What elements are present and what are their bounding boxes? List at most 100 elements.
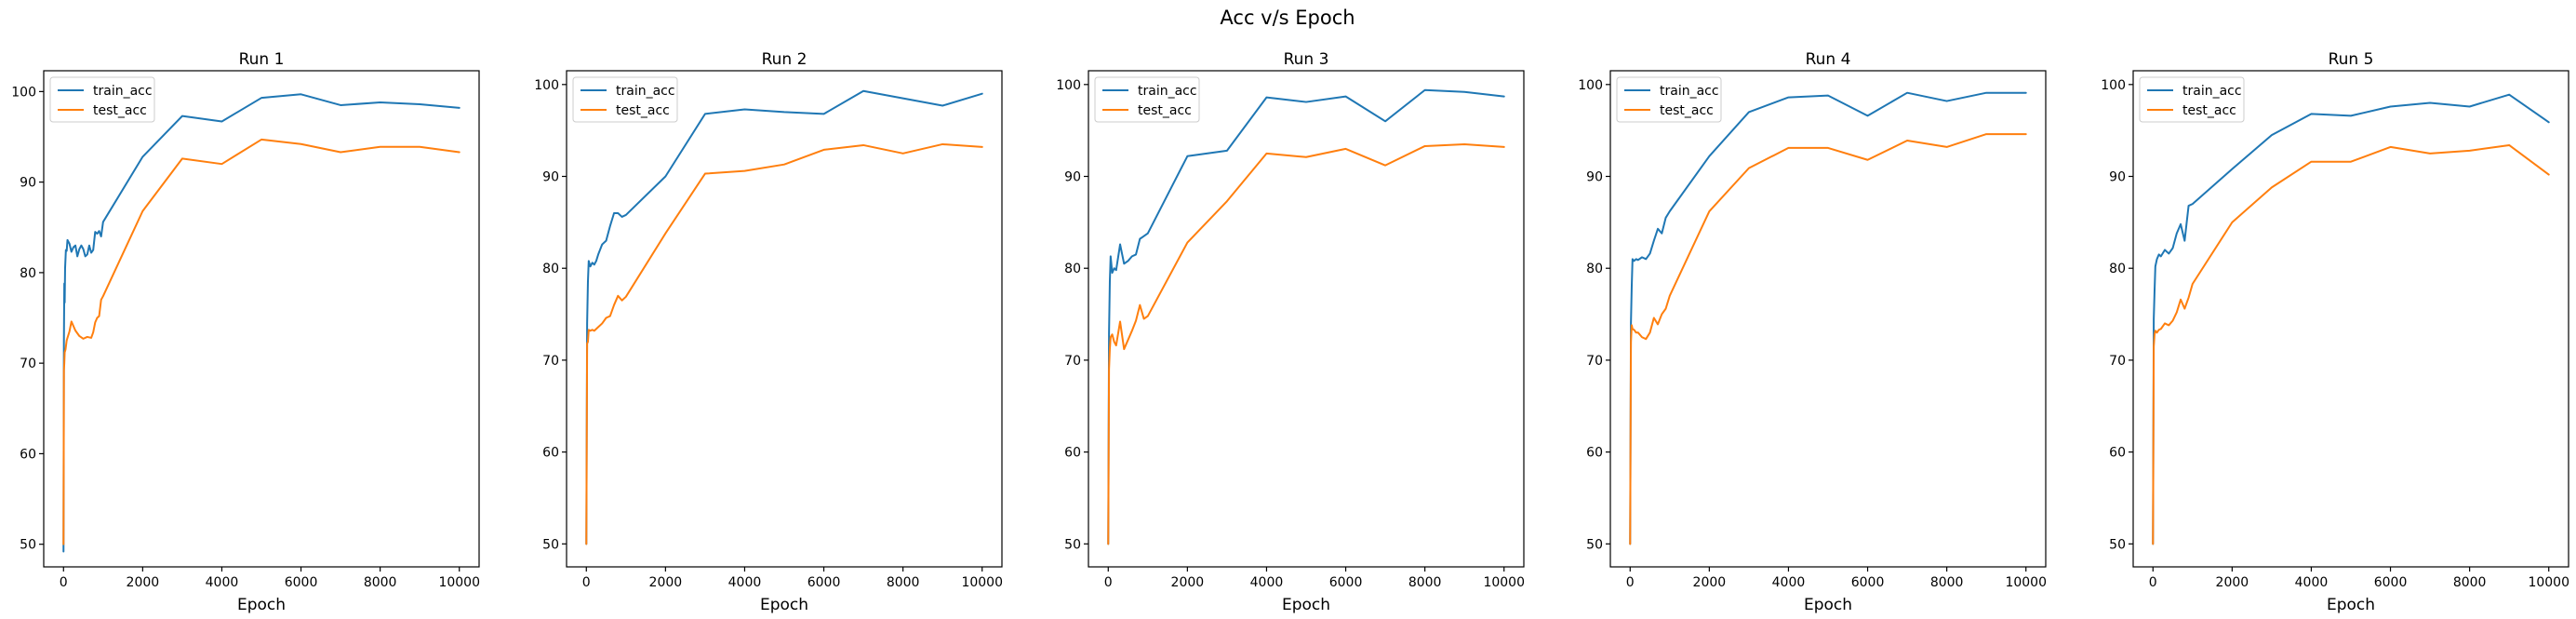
x-tick-label: 4000 [1772,575,1806,590]
x-tick-label: 10000 [1483,575,1525,590]
y-tick-label: 80 [1064,262,1081,276]
y-tick-label: 50 [1064,537,1081,552]
y-tick-label: 70 [1064,354,1081,369]
x-tick-label: 0 [582,575,591,590]
x-tick-label: 2000 [1171,575,1205,590]
y-tick-label: 60 [542,446,559,461]
subplot-title: Run 2 [762,50,808,69]
series-line-train_acc [62,93,460,553]
y-tick-label: 70 [542,354,559,369]
x-tick-label: 2000 [127,575,160,590]
x-tick-label: 6000 [2374,575,2408,590]
subplot-run-3: 0 2000 4000 6000 8000 10000 50 60 70 80 90 100 Run 3… [1056,50,1525,614]
y-tick-label: 80 [20,266,36,281]
legend-label-test_acc: test_acc [1138,103,1192,118]
legend-label-test_acc: test_acc [1660,103,1714,118]
series-line-train_acc [585,89,983,545]
y-tick-label: 50 [2109,537,2126,552]
x-tick-label: 0 [1104,575,1113,590]
series-line-test_acc [1107,142,1505,545]
x-tick-label: 8000 [887,575,920,590]
y-tick-label: 80 [542,262,559,276]
x-tick-label: 6000 [808,575,841,590]
legend-label-train_acc: train_acc [616,84,675,99]
y-tick-label: 80 [1586,262,1603,276]
legend-label-train_acc: train_acc [1138,84,1197,99]
y-tick-label: 100 [11,85,36,100]
axes-frame [1088,70,1525,568]
axes-frame [566,70,1003,568]
y-tick-label: 60 [20,447,36,462]
y-tick-label: 100 [534,78,559,93]
y-tick-label: 50 [1586,537,1603,552]
series-line-test_acc [2152,143,2550,545]
x-axis-label: Epoch [2327,596,2375,614]
subplot-title: Run 4 [1806,50,1851,69]
legend: train_acc test_acc [2139,76,2245,123]
x-tick-label: 2000 [649,575,683,590]
figure-suptitle: Acc v/s Epoch [1220,7,1355,29]
x-tick-label: 10000 [2528,575,2569,590]
x-tick-label: 0 [2149,575,2157,590]
axes-frame [43,70,480,568]
y-tick-label: 90 [1586,170,1603,185]
y-tick-label: 100 [1056,78,1081,93]
axes-frame [2132,70,2569,568]
subplot-run-4: 0 2000 4000 6000 8000 10000 50 60 70 80 90 100 Run 4… [1578,50,2047,614]
series-line-train_acc [1107,88,1505,545]
subplot-title: Run 1 [239,50,285,69]
x-tick-label: 4000 [2295,575,2329,590]
series-line-train_acc [2152,93,2550,545]
y-tick-label: 50 [20,538,36,553]
series-line-train_acc [1629,91,2027,545]
x-axis-label: Epoch [1282,596,1330,614]
y-tick-label: 70 [20,357,36,371]
legend: train_acc test_acc [1616,76,1722,123]
y-tick-label: 90 [2109,170,2126,185]
axes-frame [1609,70,2047,568]
legend: train_acc test_acc [49,76,155,123]
legend-label-test_acc: test_acc [2182,103,2236,118]
series-line-test_acc [62,138,460,545]
x-tick-label: 6000 [1851,575,1885,590]
subplot-run-5: 0 2000 4000 6000 8000 10000 50 60 70 80 90 100 Run 5… [2101,50,2569,614]
y-tick-label: 90 [20,176,36,191]
legend-label-train_acc: train_acc [2182,84,2242,99]
x-tick-label: 6000 [285,575,318,590]
series-line-test_acc [585,142,983,545]
x-tick-label: 0 [1626,575,1635,590]
y-tick-label: 100 [1578,78,1603,93]
y-tick-label: 100 [2101,78,2126,93]
x-tick-label: 4000 [728,575,762,590]
x-tick-label: 4000 [206,575,239,590]
y-tick-label: 90 [1064,170,1081,185]
subplot-title: Run 5 [2329,50,2374,69]
x-tick-label: 8000 [2453,575,2487,590]
subplot-title: Run 3 [1284,50,1329,69]
series-line-test_acc [1629,133,2027,545]
x-axis-label: Epoch [1804,596,1852,614]
y-tick-label: 60 [1064,446,1081,461]
x-tick-label: 2000 [2216,575,2249,590]
x-tick-label: 8000 [364,575,397,590]
legend: train_acc test_acc [1094,76,1200,123]
y-tick-label: 80 [2109,262,2126,276]
legend-label-test_acc: test_acc [616,103,670,118]
x-tick-label: 8000 [1408,575,1442,590]
subplot-run-2: 0 2000 4000 6000 8000 10000 50 60 70 80 90 100 Run 2… [534,50,1003,614]
x-tick-label: 8000 [1930,575,1964,590]
x-tick-label: 0 [60,575,68,590]
y-tick-label: 70 [1586,354,1603,369]
y-tick-label: 60 [1586,446,1603,461]
y-tick-label: 50 [542,537,559,552]
legend: train_acc test_acc [572,76,678,123]
x-tick-label: 10000 [438,575,480,590]
x-tick-label: 10000 [961,575,1003,590]
legend-label-train_acc: train_acc [1660,84,1719,99]
x-axis-label: Epoch [760,596,808,614]
x-tick-label: 10000 [2005,575,2047,590]
x-tick-label: 4000 [1250,575,1284,590]
legend-label-test_acc: test_acc [93,103,147,118]
